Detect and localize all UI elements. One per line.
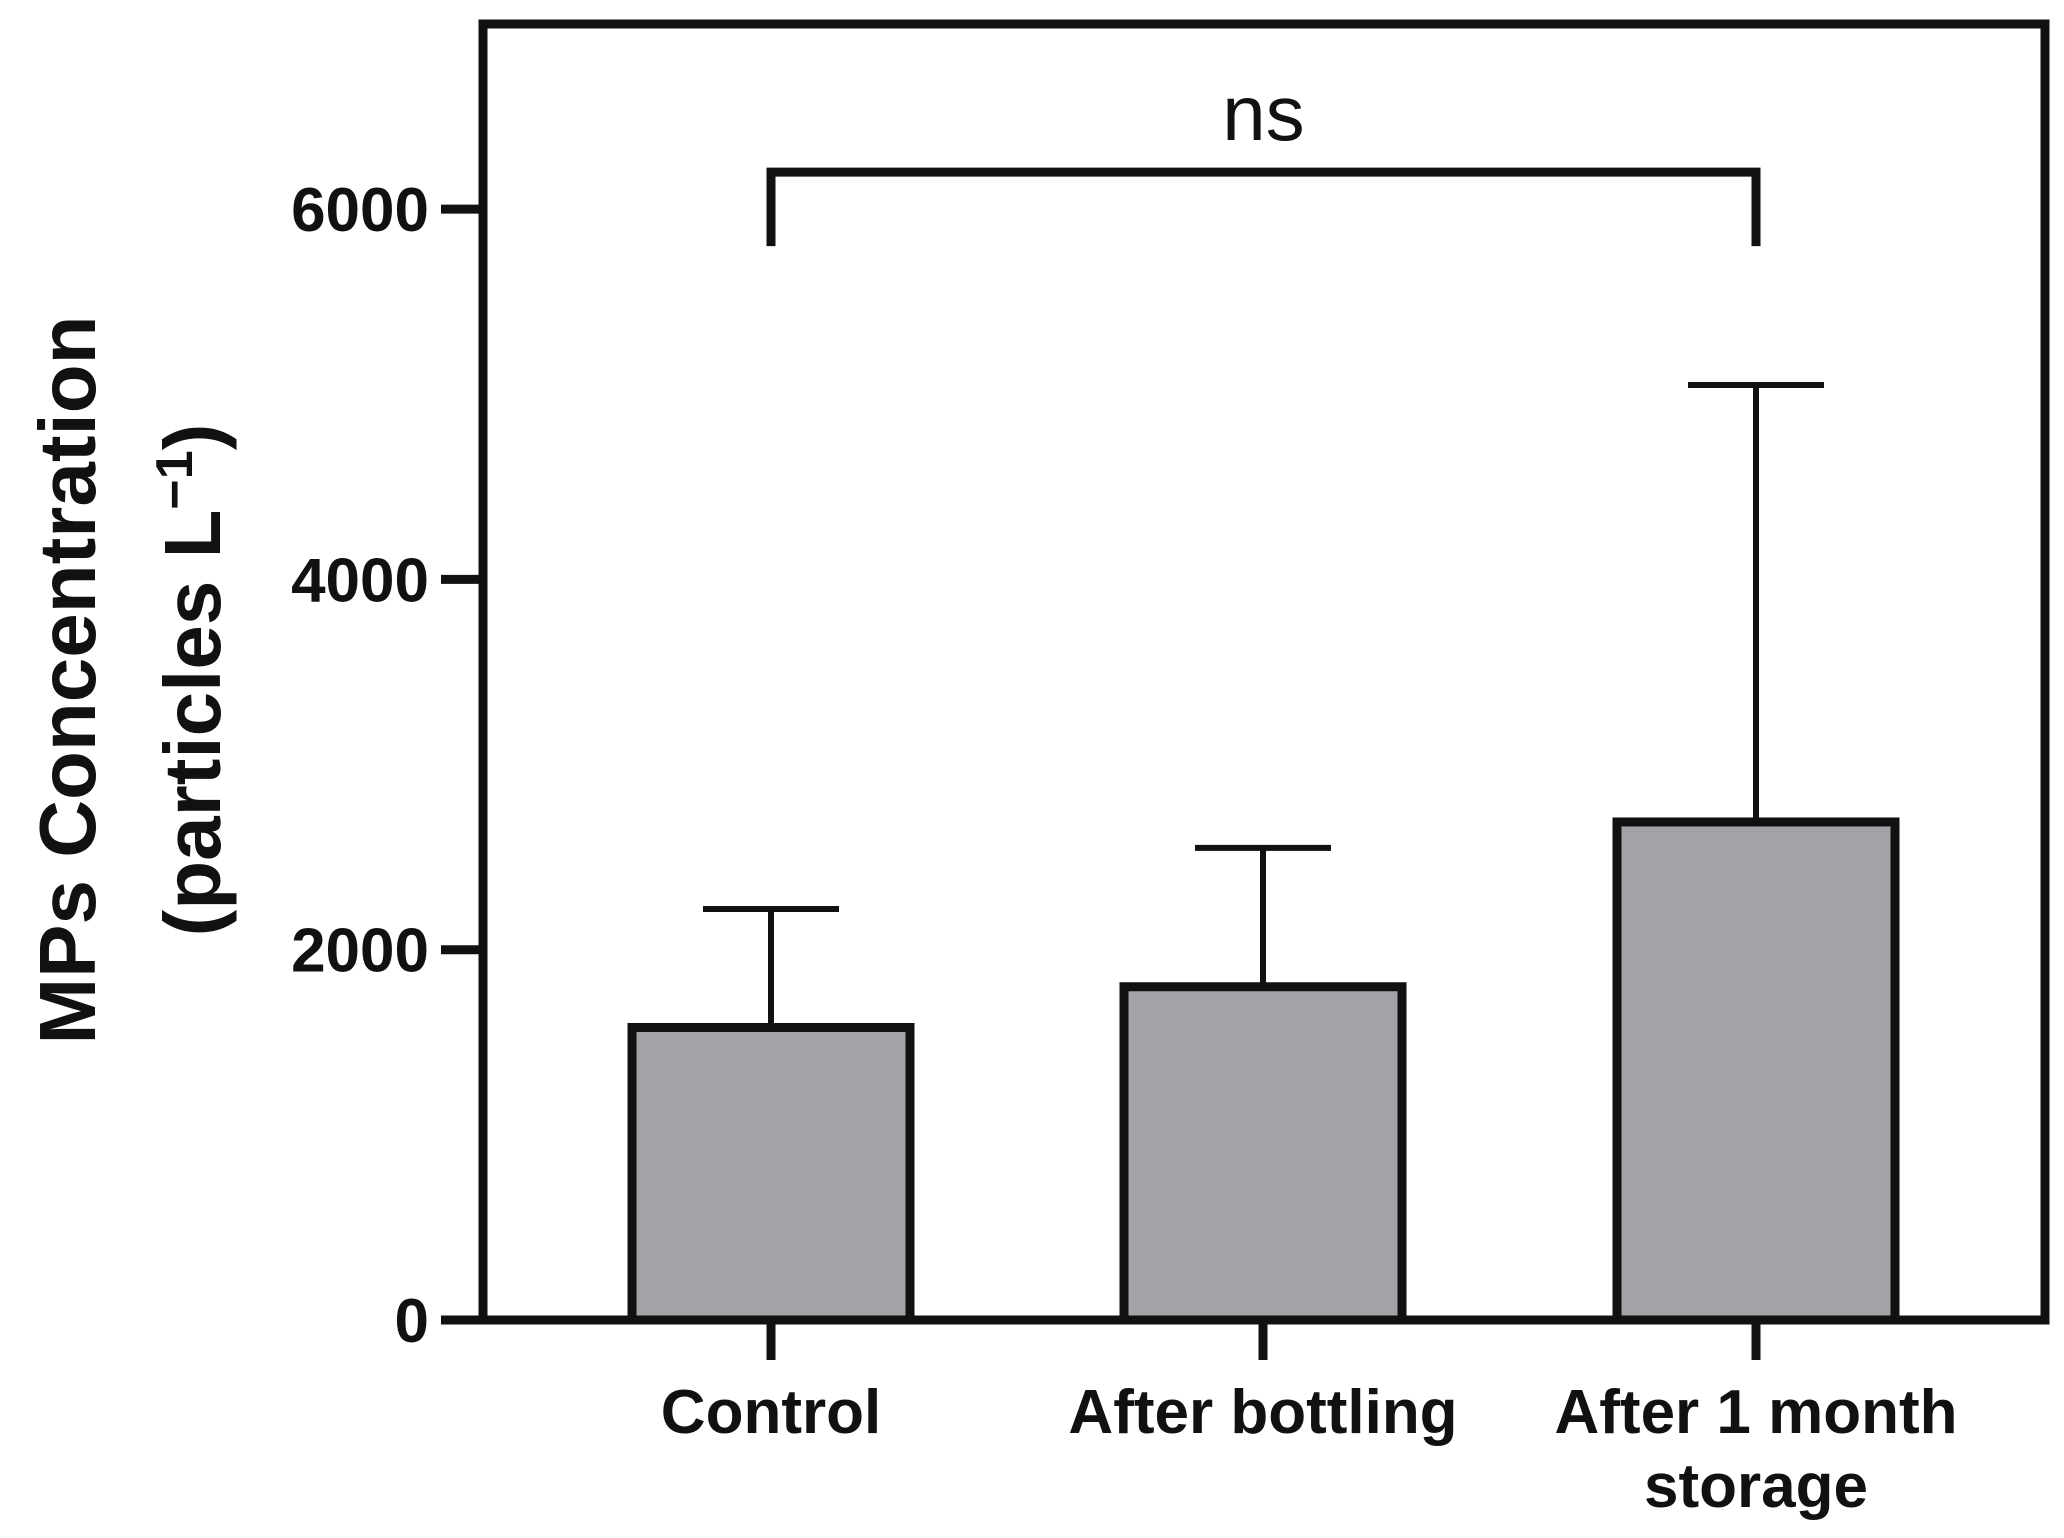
y-tick-label: 0 — [395, 1287, 429, 1356]
y-tick-label: 4000 — [291, 546, 429, 615]
y-axis-title-close: ) — [148, 424, 237, 451]
y-ticks-group: 0 2000 4000 6000 — [291, 176, 483, 1356]
x-tick-label: Control — [661, 1378, 881, 1447]
y-tick-label: 2000 — [291, 917, 429, 986]
significance-group: ns — [766, 69, 1761, 247]
y-axis-title: MPs Concentration (particles L−1) — [23, 316, 237, 1045]
y-axis-title-superscript: −1 — [146, 450, 204, 509]
x-tick-label: After 1 month — [1555, 1378, 1958, 1447]
x-tick-label: storage — [1644, 1452, 1868, 1521]
significance-bracket — [766, 167, 1761, 247]
y-axis-title-line2: (particles L−1) — [146, 424, 237, 937]
y-tick-label: 6000 — [291, 176, 429, 245]
bar — [627, 1022, 915, 1325]
error-bars-group — [703, 382, 1824, 1028]
x-ticks-group: Control After bottling After 1 monthstorag… — [661, 1320, 1958, 1521]
bar — [1119, 982, 1407, 1325]
significance-label: ns — [1222, 69, 1304, 157]
x-tick-label: After bottling — [1068, 1378, 1457, 1447]
bar — [1612, 817, 1900, 1325]
y-axis-title-line1: MPs Concentration — [23, 316, 112, 1045]
y-axis-title-unit: (particles L — [148, 510, 237, 937]
